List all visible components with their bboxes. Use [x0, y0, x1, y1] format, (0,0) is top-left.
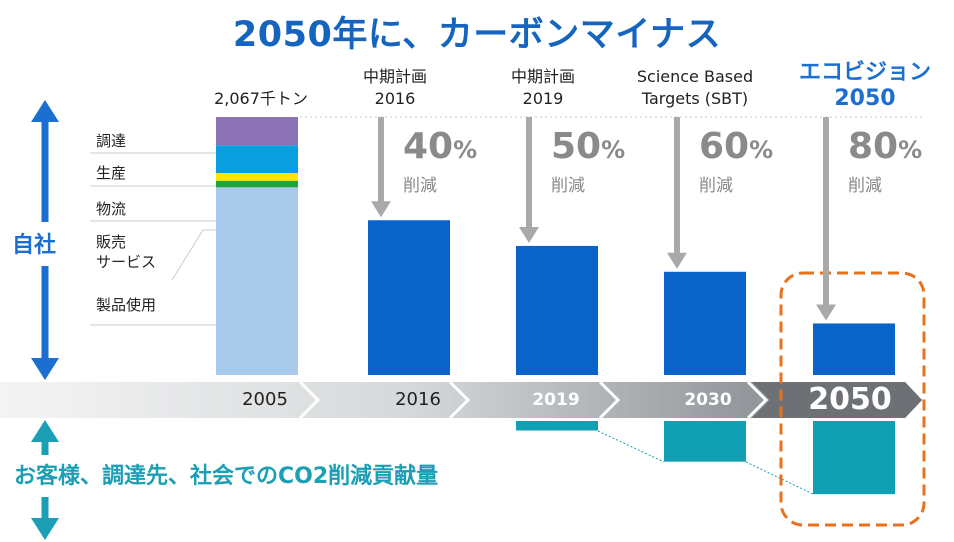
- reduction-percent: 40%: [403, 128, 477, 169]
- reduction-arrow-head: [371, 201, 391, 218]
- contribution-bar: [516, 421, 598, 431]
- legend-label-line: サービス: [96, 253, 157, 271]
- reduction-word: 削減: [551, 176, 585, 196]
- own-down-arrow-head: [31, 358, 59, 380]
- reduction-word: 削減: [699, 176, 733, 196]
- contribution-trend-line: [597, 430, 665, 463]
- timeline-separator: [598, 380, 621, 420]
- timeline-separator: [746, 380, 769, 420]
- base-segment-bar: [216, 173, 298, 181]
- reduction-word: 削減: [848, 176, 882, 196]
- base-segment-bar: [216, 117, 298, 146]
- legend-label-line: 調達: [96, 132, 127, 150]
- legend-leader: [171, 229, 216, 281]
- reduction-value: 60: [699, 126, 750, 167]
- timeline-2050-segment: [752, 382, 922, 418]
- legend-label-line: 販売: [96, 233, 127, 251]
- plan2019-label: 中期計画 2019: [478, 66, 608, 110]
- legend-label: 販売 サービス: [96, 232, 156, 272]
- reduction-percent: 60%: [699, 128, 773, 169]
- sbt-line1: Science Based: [636, 67, 754, 86]
- timeline-year-label: 2016: [395, 389, 441, 410]
- percent-sign: %: [749, 136, 774, 164]
- timeline-separator: [448, 380, 471, 420]
- percent-sign: %: [898, 136, 923, 164]
- page-title: 2050年に、カーボンマイナス: [232, 15, 722, 55]
- plan2016-line2: 2016: [374, 89, 416, 108]
- reduction-percent: 50%: [551, 128, 625, 169]
- reduction-value: 50: [551, 126, 602, 167]
- base-segment-bar: [216, 180, 298, 188]
- timeline-separator: [298, 380, 321, 420]
- timeline-year-label: 2030: [684, 390, 732, 410]
- reduction-percent: 80%: [848, 128, 922, 169]
- legend-label-line: 製品使用: [96, 296, 157, 314]
- reduction-value: 80: [848, 126, 899, 167]
- base-segment-bar: [216, 145, 298, 174]
- legend-label: 物流: [96, 199, 126, 219]
- own-up-arrow-head: [31, 100, 59, 122]
- target-bar: [664, 271, 746, 375]
- legend-label: 製品使用: [96, 295, 156, 315]
- timeline-band: [0, 382, 922, 418]
- contrib-up-arrow-head: [31, 420, 59, 442]
- vision-line2: 2050: [834, 86, 896, 111]
- vision-label: エコビジョン 2050: [780, 60, 950, 112]
- contribution-label: お客様、調達先、社会でのCO2削減貢献量: [14, 464, 439, 489]
- sbt-label: Science Based Targets (SBT): [620, 66, 770, 110]
- target-bar: [813, 323, 895, 375]
- target-bar: [516, 245, 598, 375]
- legend-label: 調達: [96, 131, 126, 151]
- plan2019-line1: 中期計画: [510, 67, 575, 86]
- reduction-arrow-head: [816, 304, 836, 321]
- legend-label-line: 生産: [96, 164, 127, 182]
- own-company-label: 自社: [12, 233, 57, 258]
- legend-label: 生産: [96, 163, 126, 183]
- contribution-bar: [813, 421, 895, 495]
- reduction-arrow-head: [667, 252, 687, 269]
- contrib-down-arrow-head: [31, 518, 59, 540]
- timeline-arrow: [0, 380, 922, 420]
- plan2019-line2: 2019: [522, 89, 564, 108]
- legend-label-line: 物流: [96, 200, 127, 218]
- timeline-year-label: 2005: [242, 389, 288, 410]
- base-total-label: 2,067千トン: [214, 89, 308, 108]
- highlight-frame-2050: [779, 271, 926, 527]
- contribution-bar: [664, 421, 746, 462]
- timeline-year-label: 2050: [808, 382, 892, 417]
- percent-sign: %: [601, 136, 626, 164]
- reduction-value: 40: [403, 126, 454, 167]
- plan2016-line1: 中期計画: [362, 67, 427, 86]
- target-bar: [368, 220, 450, 375]
- timeline-year-label: 2019: [532, 390, 580, 410]
- plan2016-label: 中期計画 2016: [330, 66, 460, 110]
- vision-line1: エコビジョン: [798, 60, 931, 85]
- reduction-word: 削減: [403, 176, 437, 196]
- percent-sign: %: [453, 136, 478, 164]
- reduction-arrow-head: [519, 226, 539, 243]
- base-segment-bar: [216, 187, 298, 375]
- sbt-line2: Targets (SBT): [641, 89, 749, 108]
